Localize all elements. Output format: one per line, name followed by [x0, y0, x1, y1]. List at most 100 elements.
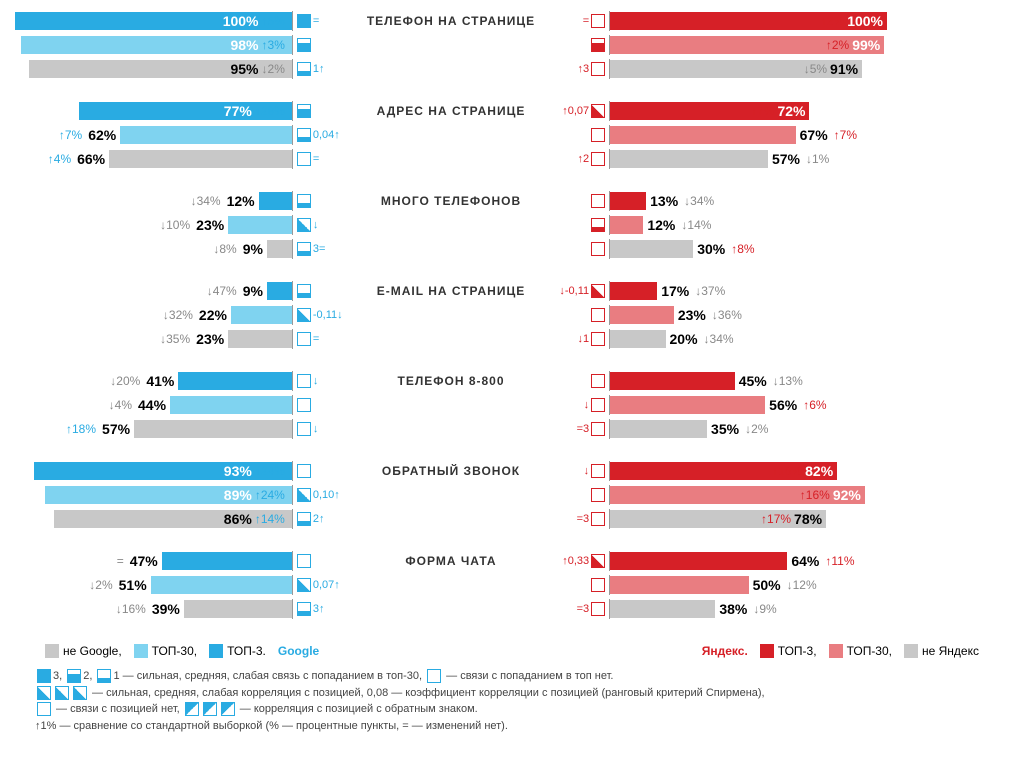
- indicator-box: [591, 242, 605, 256]
- indicator-box: [297, 38, 311, 52]
- pct-label: 35%: [711, 421, 739, 437]
- group-title: МНОГО ТЕЛЕФОНОВ: [345, 194, 557, 208]
- delta-label: ↑5%: [262, 14, 285, 28]
- pct-label: 86%: [224, 511, 252, 527]
- indicator-area: ↓: [557, 398, 609, 412]
- indicator-area: =: [293, 332, 345, 346]
- delta-label: ↓10%: [160, 218, 190, 232]
- legend-item: ТОП-3,: [760, 644, 817, 658]
- indicator-area: =3: [557, 602, 609, 616]
- row-line: ↑4%66%=↑257%↓1%: [15, 148, 1009, 170]
- indicator-box: [591, 332, 605, 346]
- indicator-box: [297, 128, 311, 142]
- google-bar: 89%↑24%: [45, 486, 291, 504]
- delta-label: ↑16%: [772, 464, 802, 478]
- delta-label: ↓8%: [213, 242, 236, 256]
- row-line: ↑18%57%↓=335%↓2%: [15, 418, 1009, 440]
- pct-label: 30%: [697, 241, 725, 257]
- pct-label: 93%: [224, 463, 252, 479]
- row-line: ↓20%41%↓ТЕЛЕФОН 8-80045%↓13%: [15, 370, 1009, 392]
- indicator-box: [297, 104, 311, 118]
- legend-item: ТОП-30,: [829, 644, 892, 658]
- indicator-area: [557, 488, 609, 502]
- delta-label: ↑16%: [800, 488, 830, 502]
- delta-label: ↑17%: [761, 512, 791, 526]
- indicator-box: [297, 488, 311, 502]
- indicator-area: =: [293, 152, 345, 166]
- legend-item: не Google,: [45, 644, 122, 658]
- delta-label: ↓4%: [109, 398, 132, 412]
- indicator-area: [293, 464, 345, 478]
- delta-label: ↑4%: [48, 152, 71, 166]
- delta-label: ↓34%: [704, 332, 734, 346]
- delta-label: ↓47%: [207, 284, 237, 298]
- legend-item: не Яндекс: [904, 644, 979, 658]
- indicator-box: [297, 332, 311, 346]
- google-bar: ↓10%23%: [228, 216, 292, 234]
- indicator-box: [591, 284, 605, 298]
- pct-label: 89%: [224, 487, 252, 503]
- indicator-area: ↑3: [557, 62, 609, 76]
- pct-label: 45%: [739, 373, 767, 389]
- pct-label: 64%: [791, 553, 819, 569]
- indicator-area: [293, 194, 345, 208]
- indicator-box: [591, 512, 605, 526]
- google-bar: 95%↓2%: [29, 60, 292, 78]
- indicator-box: [297, 464, 311, 478]
- yandex-bar: ↑16%92%: [610, 486, 865, 504]
- yandex-bar: 12%↓14%: [610, 216, 643, 234]
- indicator-area: ↓-0,11: [557, 284, 609, 298]
- indicator-box: [297, 602, 311, 616]
- yandex-bar: ↓5%91%: [610, 60, 862, 78]
- indicator-area: ↑2: [557, 152, 609, 166]
- indicator-box: [297, 578, 311, 592]
- pct-label: 9%: [243, 283, 263, 299]
- indicator-box: [591, 38, 605, 52]
- indicator-area: [293, 398, 345, 412]
- indicator-area: [557, 242, 609, 256]
- row-line: 86%↑14%2↑=3↑17%78%: [15, 508, 1009, 530]
- google-bar: 77%↑28%: [79, 102, 292, 120]
- group-title: ОБРАТНЫЙ ЗВОНОК: [345, 464, 557, 478]
- yandex-bar: ↑16%82%: [610, 462, 837, 480]
- pct-label: 23%: [196, 217, 224, 233]
- legend-item: ТОП-30,: [134, 644, 197, 658]
- row-line: 100%↑5%=ТЕЛЕФОН НА СТРАНИЦЕ=↑2%100%: [15, 10, 1009, 32]
- indicator-area: =3: [557, 512, 609, 526]
- indicator-box: [297, 218, 311, 232]
- row-group: ↓34%12%МНОГО ТЕЛЕФОНОВ13%↓34%↓10%23%↓12%…: [15, 190, 1009, 260]
- delta-label: ↑14%: [255, 512, 285, 526]
- indicator-box: [591, 104, 605, 118]
- indicator-box: [297, 152, 311, 166]
- row-line: 95%↓2%1↑↑3↓5%91%: [15, 58, 1009, 80]
- row-line: ↓16%39%3↑=338%↓9%: [15, 598, 1009, 620]
- indicator-box: [297, 308, 311, 322]
- delta-label: ↓34%: [191, 194, 221, 208]
- yandex-bar: 45%↓13%: [610, 372, 735, 390]
- pct-label: 82%: [805, 463, 833, 479]
- pct-label: 41%: [146, 373, 174, 389]
- indicator-box: [591, 62, 605, 76]
- google-bar: ↓20%41%: [178, 372, 292, 390]
- row-group: =47%ФОРМА ЧАТА↑0,3364%↑11%↓2%51%0,07↑50%…: [15, 550, 1009, 620]
- delta-label: ↓35%: [160, 332, 190, 346]
- delta-label: ↑18%: [66, 422, 96, 436]
- group-title: ТЕЛЕФОН 8-800: [345, 374, 557, 388]
- pct-label: 66%: [77, 151, 105, 167]
- delta-label: ↓37%: [695, 284, 725, 298]
- indicator-area: ↓1: [557, 332, 609, 346]
- pct-label: 50%: [753, 577, 781, 593]
- pct-label: 91%: [830, 61, 858, 77]
- pct-label: 23%: [678, 307, 706, 323]
- yandex-bar: ↑7%72%: [610, 102, 809, 120]
- indicator-box: [591, 602, 605, 616]
- row-line: ↓2%51%0,07↑50%↓12%: [15, 574, 1009, 596]
- pct-label: 20%: [670, 331, 698, 347]
- pct-label: 17%: [661, 283, 689, 299]
- indicator-box: [591, 14, 605, 28]
- delta-label: ↓13%: [773, 374, 803, 388]
- indicator-box: [591, 464, 605, 478]
- google-bar: 100%↑5%: [15, 12, 292, 30]
- google-bar: ↓35%23%: [228, 330, 292, 348]
- indicator-area: ↓: [293, 218, 345, 232]
